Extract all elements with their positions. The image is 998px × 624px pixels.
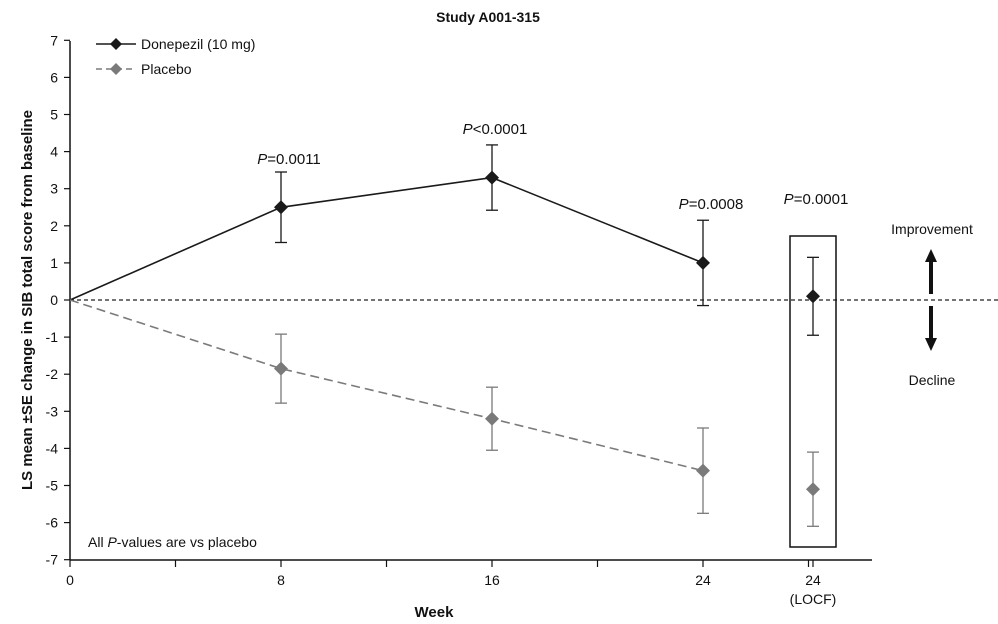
legend-label-donepezil: Donepezil (10 mg) [141,36,255,52]
x-tick-label: 24 [695,572,711,588]
x-tick-label: 0 [66,572,74,588]
decline-arrow-icon [925,306,937,351]
data-point-donepezil [274,200,288,215]
x-tick-label: 8 [277,572,285,588]
y-tick-label: -7 [46,552,59,568]
y-tick-label: 1 [50,255,58,271]
y-tick-label: -2 [46,366,59,382]
locf-box [789,235,837,548]
data-point-donepezil [806,289,820,304]
pvalue-week24: P=0.0008 [679,196,744,213]
improvement-label: Improvement [891,221,973,237]
x-tick-label-locf: 24 [805,572,821,588]
y-tick-label: -1 [46,329,59,345]
legend-label-placebo: Placebo [141,61,192,77]
x-axis-ticks: 0 8 16 24 24 (LOCF) [66,560,836,607]
y-tick-label: 6 [50,69,58,85]
series-layer [69,144,820,527]
x-tick-label: 16 [484,572,500,588]
y-axis-ticks: 7 6 5 4 3 2 1 0 -1 -2 -3 -4 -5 -6 -7 [46,32,70,568]
decline-label: Decline [909,372,956,388]
data-point-placebo [274,361,288,376]
y-tick-label: -6 [46,515,59,531]
y-tick-label: -3 [46,403,59,419]
data-point-donepezil [696,255,710,270]
x-axis-label: Week [415,604,455,621]
footnote: All P-values are vs placebo [88,534,257,550]
chart-title: Study A001-315 [436,9,540,25]
legend-marker-donepezil [110,38,122,50]
y-tick-label: 7 [50,32,58,48]
data-point-placebo [696,463,710,478]
y-tick-label: -4 [46,440,59,456]
improvement-arrow-icon [925,249,937,294]
pvalue-week8: P=0.0011 [257,151,321,168]
y-tick-label: 5 [50,107,58,123]
data-point-placebo [485,411,499,426]
data-point-donepezil [485,170,499,185]
y-tick-label: 2 [50,218,58,234]
y-tick-label: -5 [46,478,59,494]
series-line-donepezil [69,176,704,301]
y-tick-label: 4 [50,144,58,160]
y-tick-label: 0 [50,292,58,308]
data-point-placebo [806,482,820,497]
y-tick-label: 3 [50,181,58,197]
pvalue-week16: P<0.0001 [463,121,528,138]
pvalue-locf: P=0.0001 [784,191,849,208]
legend-marker-placebo [110,63,122,75]
series-placebo [69,299,820,527]
series-line-placebo [69,299,704,472]
legend: Donepezil (10 mg) Placebo [96,36,255,77]
series-donepezil [69,144,820,336]
x-tick-label-locf-note: (LOCF) [790,591,837,607]
y-axis-label: LS mean ±SE change in SIB total score fr… [19,110,36,490]
